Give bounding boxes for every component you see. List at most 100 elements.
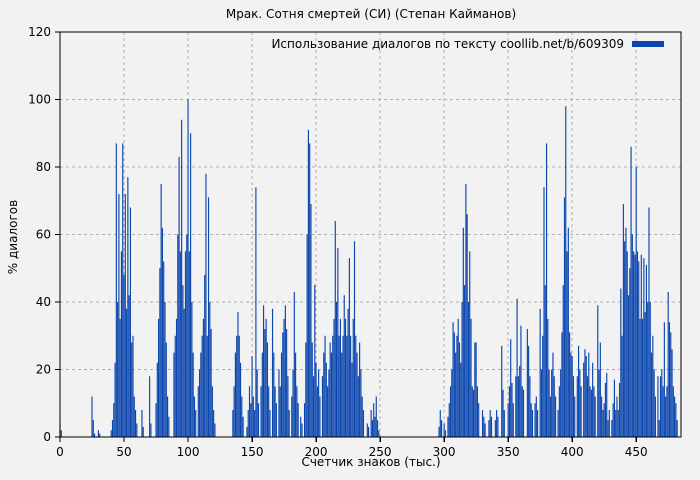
bar [315, 362, 317, 437]
bar [563, 197, 566, 437]
bar [161, 227, 164, 437]
bar [127, 177, 129, 437]
bar [237, 312, 239, 437]
bar [490, 416, 493, 437]
bar [549, 396, 551, 437]
bar [456, 335, 458, 437]
bar [118, 194, 120, 437]
bar [246, 426, 248, 437]
bar [257, 403, 260, 437]
bar [343, 295, 345, 437]
bar [188, 251, 190, 437]
bar [300, 416, 302, 437]
bar [639, 318, 641, 437]
bar [374, 416, 376, 437]
bar [557, 410, 559, 437]
bar [466, 214, 468, 437]
bar [361, 396, 363, 437]
bar [476, 386, 478, 437]
bar [339, 318, 341, 437]
bar [475, 342, 477, 437]
bar [558, 386, 560, 437]
bar [371, 420, 373, 437]
bar [618, 383, 621, 437]
bar [631, 234, 633, 437]
bar [501, 345, 503, 437]
bar [321, 376, 324, 437]
bar [616, 396, 618, 437]
x-tick-label: 50 [116, 445, 131, 459]
bar [579, 369, 581, 437]
bar [465, 183, 467, 437]
bar [634, 254, 636, 437]
bar [645, 264, 648, 437]
bar [659, 376, 662, 437]
y-tick-label: 40 [36, 295, 51, 309]
legend: Использование диалогов по тексту coollib… [271, 37, 664, 51]
bar [346, 335, 348, 437]
bar [368, 426, 370, 437]
bar [657, 376, 659, 437]
bar [622, 204, 624, 437]
x-tick-label: 300 [433, 445, 456, 459]
bar [111, 420, 114, 437]
bar [611, 420, 613, 437]
bar [378, 430, 380, 437]
bar [269, 410, 271, 437]
bar [483, 416, 485, 437]
bar [177, 234, 179, 437]
bar [275, 403, 277, 437]
bar [254, 410, 256, 437]
bar [120, 251, 123, 437]
bar [455, 352, 457, 437]
bar [627, 295, 630, 437]
bar [649, 302, 651, 437]
bar [287, 376, 289, 437]
bar [635, 167, 637, 437]
bar [328, 369, 330, 437]
bar [190, 133, 192, 437]
bar [232, 410, 234, 437]
bar [626, 251, 628, 437]
bar [671, 349, 673, 437]
bar [91, 396, 93, 437]
bar [265, 318, 267, 437]
bar [534, 403, 536, 437]
bar [283, 318, 285, 437]
bar [529, 376, 531, 437]
bar [160, 183, 162, 437]
bar [115, 143, 117, 437]
bar [603, 403, 605, 437]
bar [305, 342, 307, 437]
bar [654, 396, 656, 437]
bar [318, 369, 320, 437]
bar [347, 308, 349, 437]
x-tick-label: 350 [497, 445, 520, 459]
bar [638, 261, 640, 437]
bar [667, 291, 669, 437]
bar [653, 369, 655, 437]
bar [566, 251, 568, 437]
bar [309, 143, 311, 437]
bar [200, 352, 202, 437]
bar [133, 396, 135, 437]
bar [630, 146, 632, 437]
bar [268, 386, 270, 437]
bar [511, 383, 513, 437]
x-tick-label: 400 [561, 445, 584, 459]
x-axis-label: Счетчик знаков (тыс.) [301, 455, 441, 469]
bar [469, 251, 471, 437]
bar [292, 369, 294, 437]
bar [615, 410, 617, 437]
bar [528, 345, 530, 437]
bar [515, 376, 517, 437]
bar [544, 285, 546, 437]
x-tick-label: 150 [241, 445, 264, 459]
bar [662, 386, 664, 437]
bar [256, 369, 258, 437]
bar [503, 410, 505, 437]
y-axis-label: % диалогов [6, 199, 20, 275]
bar [165, 342, 167, 437]
bar [447, 416, 449, 437]
